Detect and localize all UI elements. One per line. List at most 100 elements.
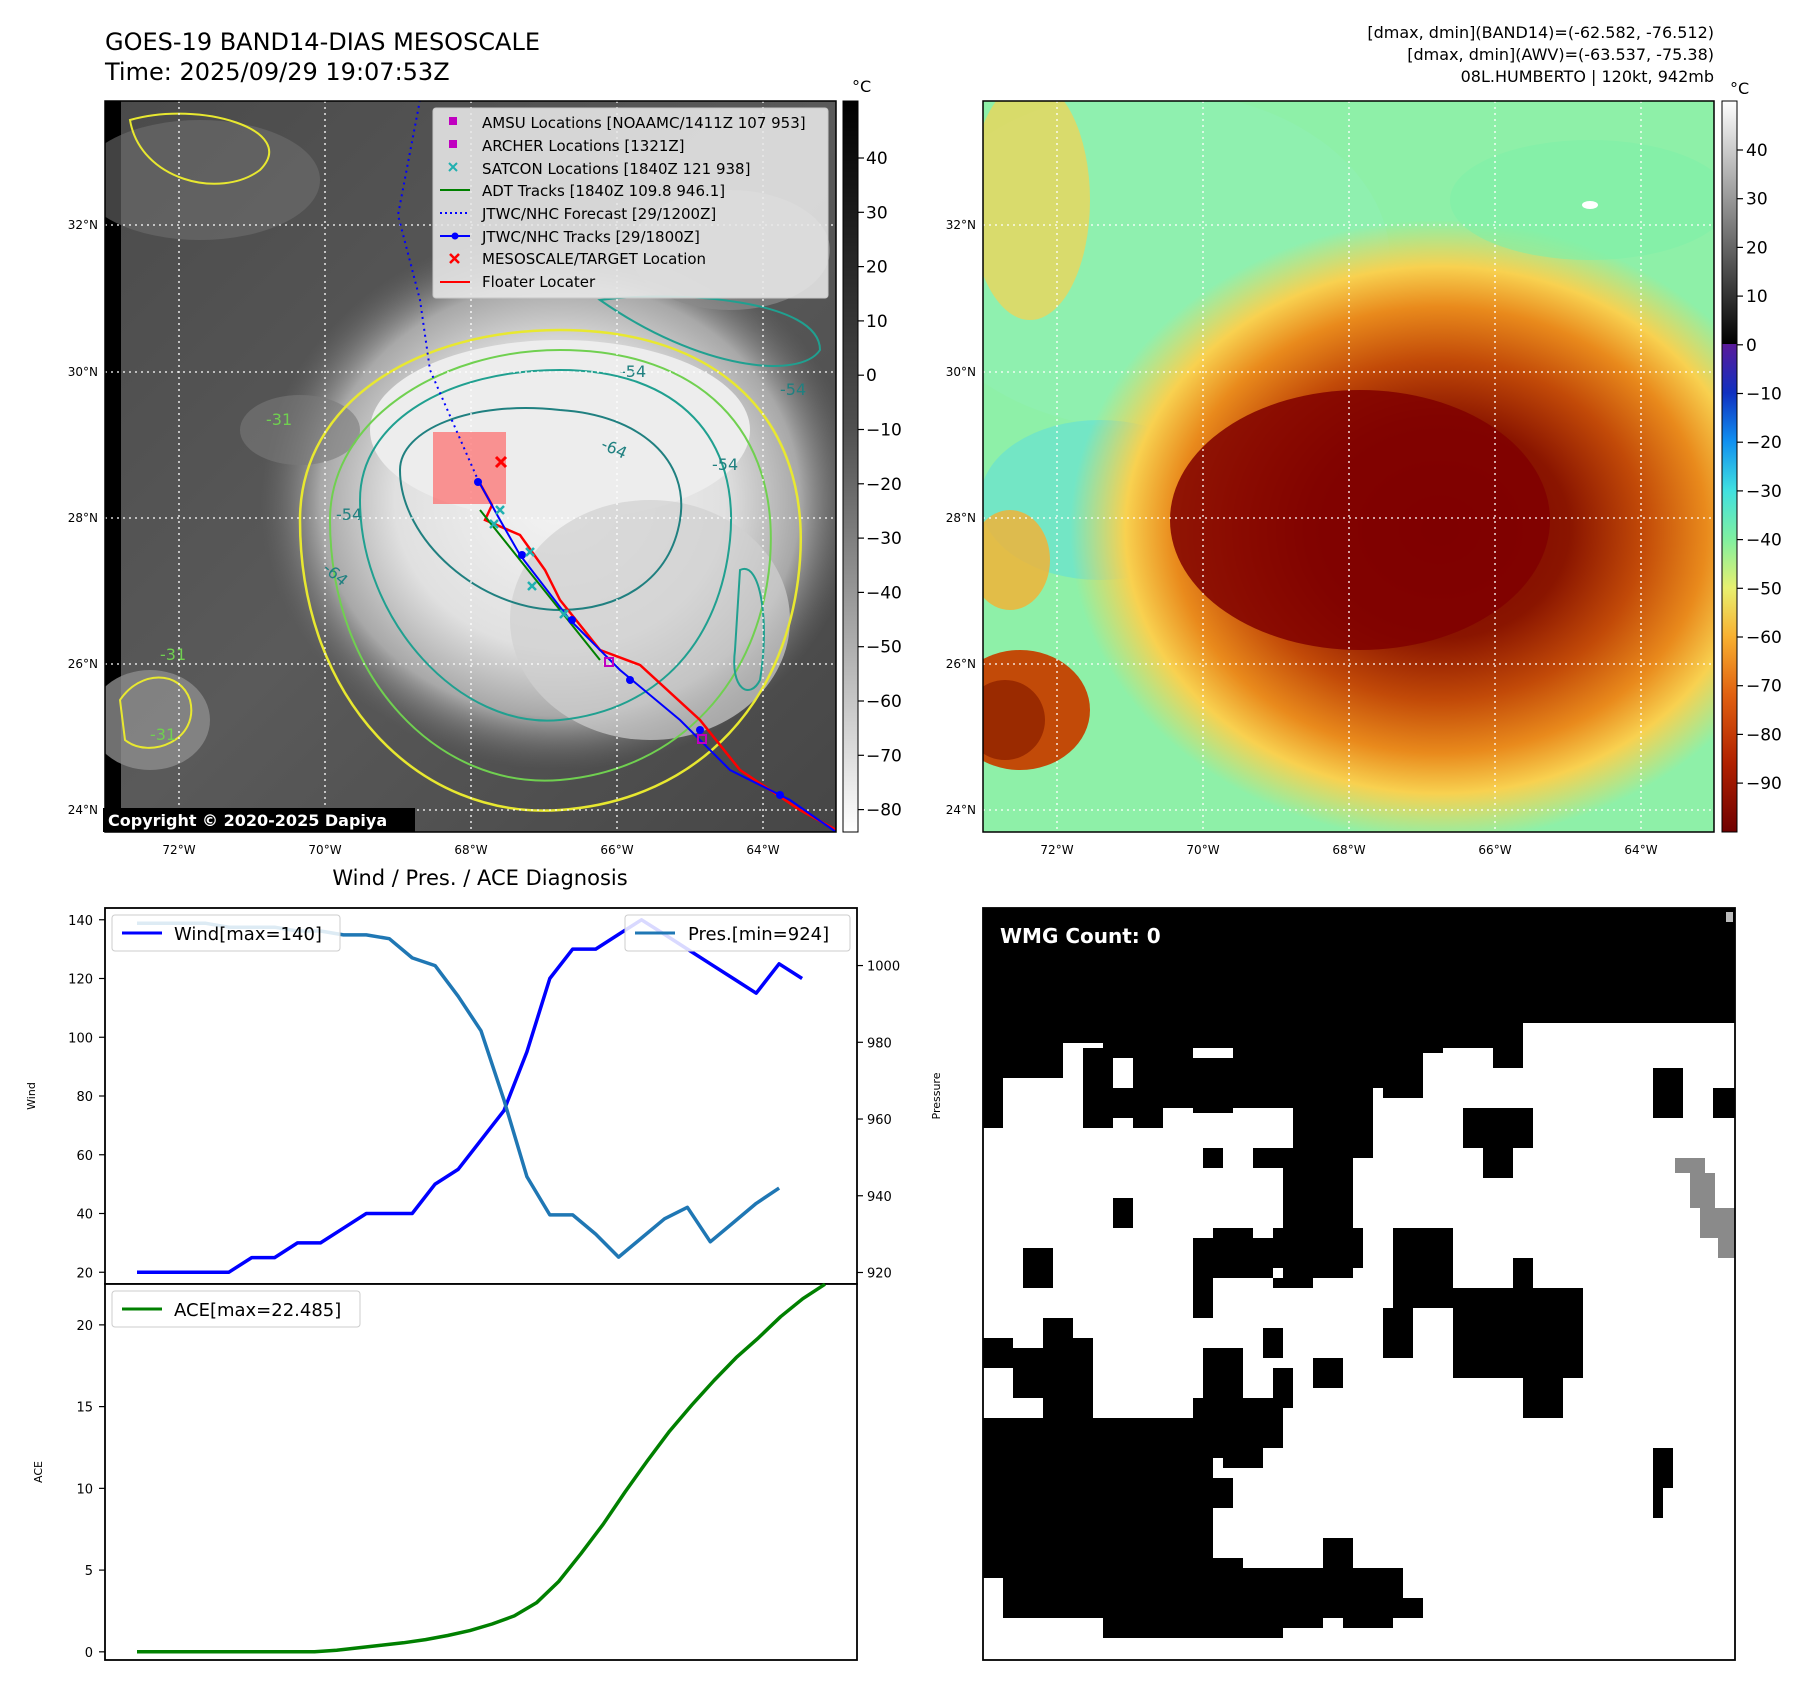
colorbar-tick-label: −70 xyxy=(866,746,902,766)
wmg-block xyxy=(1393,1228,1453,1308)
pressure-legend: Pres.[min=924] xyxy=(624,914,851,952)
wmg-block xyxy=(983,1018,1063,1078)
contour-label: -54 xyxy=(780,380,806,399)
colorbar-tick-label: 10 xyxy=(866,312,888,332)
colorbar-tick-label: −20 xyxy=(866,475,902,495)
wind-axis-label: Wind xyxy=(25,1082,38,1110)
wmg-block xyxy=(1523,1378,1563,1418)
colorbar-tick-label: −90 xyxy=(1746,774,1782,794)
lon-label: 66°W xyxy=(1478,843,1511,857)
wind-tick-label: 60 xyxy=(76,1149,93,1164)
contour-label: -54 xyxy=(336,505,362,524)
colorbar-tick-label: −50 xyxy=(1746,579,1782,599)
ace-plot-frame xyxy=(104,1283,858,1661)
colorbar-tick-label: −30 xyxy=(1746,482,1782,502)
awv-gridlines xyxy=(983,101,1714,832)
colorbar-tick-label: 30 xyxy=(1746,190,1768,210)
wmg-block xyxy=(1233,1048,1263,1108)
wmg-block xyxy=(1483,1148,1513,1178)
awv-panel-frame xyxy=(982,100,1715,833)
wmg-block xyxy=(1493,1008,1523,1068)
ace-tick-label: 20 xyxy=(76,1319,93,1334)
wind-tick-label: 140 xyxy=(68,914,93,929)
dmax-band14-text: [dmax, dmin](BAND14)=(-62.582, -76.512) xyxy=(1367,23,1714,42)
wmg-block xyxy=(1213,1228,1253,1268)
legend-item: ADT Tracks [1840Z 109.8 946.1] xyxy=(482,182,725,200)
wmg-block xyxy=(1103,1018,1173,1058)
wmg-block xyxy=(1203,1348,1243,1398)
lon-label: 64°W xyxy=(1624,843,1657,857)
wmg-block xyxy=(983,1078,1003,1128)
wmg-block xyxy=(1463,1108,1533,1148)
colorbar-tick-label: −70 xyxy=(1746,677,1782,697)
colorbar-tick-label: −50 xyxy=(866,638,902,658)
wmg-block xyxy=(1203,1148,1223,1168)
awv-satellite-panel xyxy=(983,101,1714,832)
wmg-block xyxy=(1383,1038,1423,1098)
lat-label: 30°N xyxy=(68,365,98,379)
pressure-legend-label: Pres.[min=924] xyxy=(688,924,829,945)
legend: AMSU Locations [NOAAMC/1411Z 107 953] AR… xyxy=(432,107,829,299)
pressure-tick-label: 960 xyxy=(867,1113,892,1128)
jtwc-track xyxy=(477,479,836,832)
wmg-block xyxy=(1163,1048,1193,1108)
colorbar-tick-label: −60 xyxy=(1746,628,1782,648)
ace-series-line xyxy=(137,1282,826,1654)
ace-tick-label: 15 xyxy=(76,1401,93,1416)
wmg-gray-block xyxy=(1700,1208,1735,1238)
wmg-block xyxy=(1133,1058,1163,1128)
wmg-block xyxy=(1073,1338,1093,1428)
wmg-block xyxy=(983,908,1735,1018)
colorbar-tick-label: 0 xyxy=(1746,336,1757,356)
copyright-badge xyxy=(103,808,415,832)
wmg-block xyxy=(1263,1328,1283,1358)
wmg-block xyxy=(1323,1538,1353,1558)
ir-panel-frame xyxy=(104,100,837,833)
wmg-block xyxy=(1203,1438,1263,1458)
colorbar-tick-label: −40 xyxy=(866,583,902,603)
wmg-block xyxy=(1653,1448,1673,1488)
wmg-block xyxy=(1383,1308,1413,1358)
wind-legend: Wind[max=140] xyxy=(111,914,341,952)
wmg-block xyxy=(1273,1228,1363,1268)
wmg-block xyxy=(983,1418,1213,1578)
colorbar-tick-label: −30 xyxy=(866,529,902,549)
wmg-panel: WMG Count: 0 xyxy=(982,907,1736,1661)
wmg-block xyxy=(1453,1288,1583,1378)
wmg-block xyxy=(1313,1358,1343,1388)
wmg-gray-block xyxy=(1675,1158,1705,1173)
colorbar-unit: °C xyxy=(1730,79,1749,98)
wmg-block xyxy=(1113,1198,1133,1228)
storm-info-text: 08L.HUMBERTO | 120kt, 942mb xyxy=(1461,67,1714,86)
pressure-tick-label: 980 xyxy=(867,1036,892,1051)
colorbar-tick-label: −80 xyxy=(1746,725,1782,745)
wmg-block xyxy=(1653,1068,1683,1118)
legend-item: MESOSCALE/TARGET Location xyxy=(482,250,706,268)
lat-label: 26°N xyxy=(946,657,976,671)
wmg-block xyxy=(1323,1588,1343,1608)
wmg-block xyxy=(1253,1148,1293,1168)
wmg-block xyxy=(1713,1088,1735,1118)
lon-label: 72°W xyxy=(1040,843,1073,857)
wmg-block xyxy=(1403,1598,1423,1618)
wmg-block xyxy=(1193,1058,1233,1113)
legend-item: SATCON Locations [1840Z 121 938] xyxy=(482,160,750,178)
wind-tick-label: 80 xyxy=(76,1090,93,1105)
lon-label: 68°W xyxy=(1332,843,1365,857)
lon-label: 70°W xyxy=(308,843,341,857)
colorbar-tick-label: −40 xyxy=(1746,531,1782,551)
wind-legend-label: Wind[max=140] xyxy=(174,924,322,945)
wmg-block xyxy=(1623,1008,1735,1018)
contour-label: -31 xyxy=(266,410,292,429)
colorbar-tick-label: 30 xyxy=(866,203,888,223)
jtwc-track-points xyxy=(474,478,784,799)
ace-tick-label: 10 xyxy=(76,1482,93,1497)
wmg-block xyxy=(1013,1348,1043,1398)
lat-label: 24°N xyxy=(68,803,98,817)
legend-item: AMSU Locations [NOAAMC/1411Z 107 953] xyxy=(482,114,806,132)
awv-colorbar: °C 40 30 20 10 0 −10 −20 −30 −40 −50 −60 −70 −80 −90 xyxy=(1721,79,1782,833)
ir-colorbar: °C 40 30 20 10 0 −10 −20 −30 −40 −50 −60 −70 −80 xyxy=(842,77,902,833)
dmax-awv-text: [dmax, dmin](AWV)=(-63.537, -75.38) xyxy=(1407,45,1714,64)
wind-tick-label: 100 xyxy=(68,1031,93,1046)
